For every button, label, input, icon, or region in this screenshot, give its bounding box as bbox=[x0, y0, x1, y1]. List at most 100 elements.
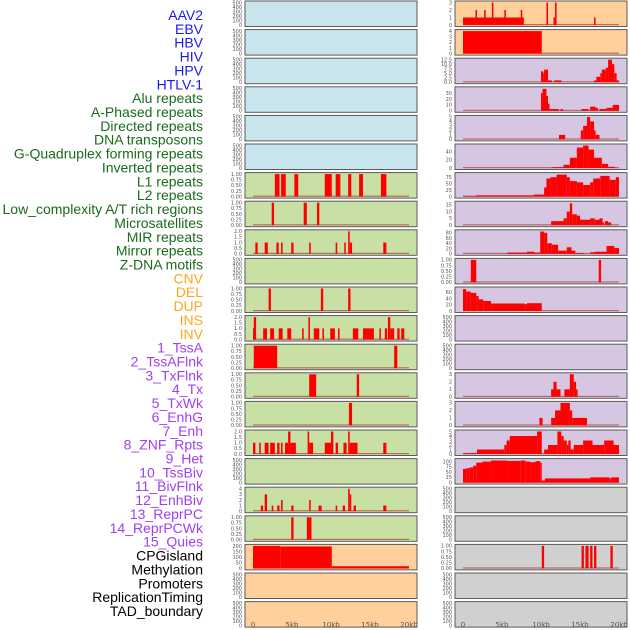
panel-background bbox=[454, 543, 628, 571]
bar bbox=[331, 431, 334, 454]
y-tick-label: 500 bbox=[232, 143, 242, 149]
panel-background bbox=[244, 458, 418, 485]
bar bbox=[271, 202, 275, 226]
bar bbox=[335, 442, 339, 454]
bar bbox=[590, 477, 610, 483]
bar bbox=[253, 545, 281, 569]
bar bbox=[482, 461, 492, 483]
bar bbox=[316, 202, 320, 226]
bar bbox=[335, 505, 338, 512]
y-tick-label: 0.75 bbox=[441, 263, 452, 269]
y-tick-label: 20 bbox=[446, 303, 452, 309]
bar bbox=[308, 317, 310, 340]
bar bbox=[551, 389, 554, 397]
y-tick-label: 1.0 bbox=[234, 240, 242, 246]
y-tick-label: 200 bbox=[442, 357, 452, 363]
bar bbox=[606, 107, 613, 111]
track-label: 10_TssBiv bbox=[139, 464, 203, 480]
y-tick-label: 500 bbox=[442, 315, 452, 321]
y-tick-label: 100 bbox=[442, 505, 452, 511]
y-tick-label: 2.0 bbox=[234, 315, 242, 321]
y-tick-label: 0.25 bbox=[231, 189, 242, 195]
bar bbox=[569, 203, 573, 226]
y-tick-label: 500 bbox=[442, 572, 452, 578]
bar bbox=[576, 215, 580, 226]
bar bbox=[253, 317, 257, 340]
y-tick-label: 100 bbox=[442, 362, 452, 368]
bar bbox=[290, 442, 296, 454]
bar bbox=[520, 10, 523, 25]
bar bbox=[542, 88, 547, 111]
y-tick-label: 100 bbox=[232, 619, 242, 625]
track-label: DNA transposons bbox=[94, 132, 203, 148]
bar bbox=[348, 402, 353, 426]
bar bbox=[566, 211, 570, 226]
y-tick-label: 0 bbox=[449, 23, 452, 29]
y-tick-label: 1.00 bbox=[441, 258, 452, 264]
y-tick-label: 500 bbox=[232, 601, 242, 607]
bar bbox=[379, 328, 381, 340]
bar bbox=[342, 505, 346, 512]
bar bbox=[594, 251, 607, 254]
bar bbox=[596, 76, 601, 83]
y-tick-label: 1 bbox=[449, 387, 452, 393]
y-tick-label: 0 bbox=[449, 137, 452, 143]
y-tick-label: 0 bbox=[449, 223, 452, 229]
x-tick-label: 15kb bbox=[571, 621, 589, 629]
y-tick-label: 0.50 bbox=[231, 298, 242, 304]
bar bbox=[594, 17, 596, 25]
bar bbox=[548, 80, 552, 83]
bar bbox=[344, 242, 346, 254]
baseline bbox=[463, 167, 619, 169]
bar bbox=[324, 174, 332, 197]
bar bbox=[476, 296, 479, 311]
bar bbox=[331, 566, 409, 569]
bar bbox=[569, 157, 577, 168]
panel-background bbox=[244, 372, 418, 399]
y-tick-label: 400 bbox=[442, 605, 452, 611]
bar bbox=[287, 328, 292, 340]
panel-background bbox=[244, 143, 418, 170]
y-tick-label: 0.00 bbox=[231, 223, 242, 229]
bar bbox=[593, 178, 601, 197]
y-tick-label: 400 bbox=[232, 5, 242, 11]
bar bbox=[384, 328, 388, 340]
bar bbox=[590, 252, 595, 254]
y-tick-label: 0.25 bbox=[441, 275, 452, 281]
y-tick-label: 0.00 bbox=[231, 194, 242, 200]
bar bbox=[533, 252, 541, 254]
bar bbox=[548, 109, 559, 111]
bar bbox=[546, 95, 549, 111]
bar bbox=[605, 67, 609, 83]
y-tick-label: 0 bbox=[449, 252, 452, 258]
bar bbox=[573, 445, 584, 454]
bar bbox=[610, 545, 613, 569]
y-tick-label: 0 bbox=[449, 366, 452, 372]
y-tick-label: 25 bbox=[446, 475, 452, 481]
y-tick-label: 0 bbox=[239, 480, 242, 486]
bar bbox=[483, 301, 492, 311]
bar bbox=[543, 73, 545, 83]
bar bbox=[590, 218, 595, 226]
bar bbox=[526, 303, 542, 311]
y-tick-label: 80 bbox=[446, 231, 452, 237]
bar bbox=[563, 164, 570, 168]
track-label: 1_TssA bbox=[157, 340, 204, 356]
panel: 0 20 40 bbox=[446, 143, 628, 172]
bar bbox=[263, 328, 268, 340]
panel-background bbox=[454, 601, 628, 628]
track-label: Inverted repeats bbox=[102, 159, 203, 175]
y-tick-label: 200 bbox=[232, 14, 242, 20]
y-tick-label: 50 bbox=[446, 470, 452, 476]
baseline bbox=[463, 224, 619, 226]
y-tick-label: 0.50 bbox=[231, 183, 242, 189]
